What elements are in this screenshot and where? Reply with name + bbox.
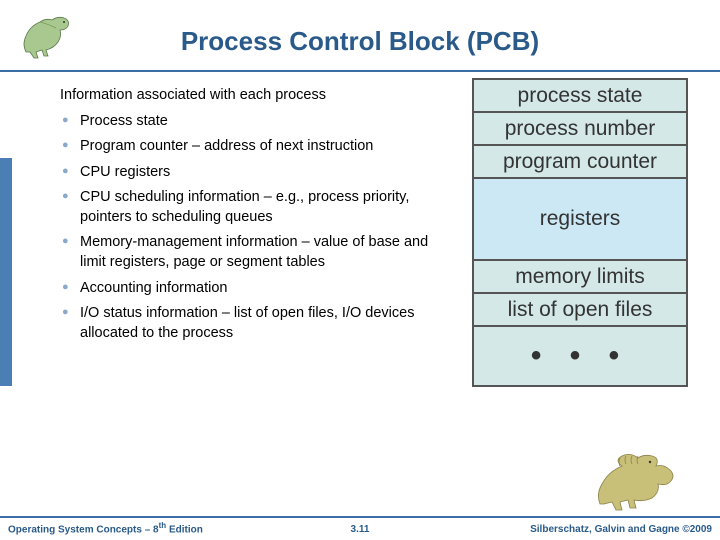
- pcb-cell: registers: [474, 179, 686, 261]
- pcb-cell: memory limits: [474, 261, 686, 294]
- footer: Operating System Concepts – 8th Edition …: [0, 516, 720, 540]
- content-area: Information associated with each process…: [60, 86, 446, 349]
- bullet-item: Accounting information: [60, 279, 446, 299]
- pcb-cell: program counter: [474, 146, 686, 179]
- dinosaur-right-icon: [594, 450, 680, 512]
- bullet-item: CPU registers: [60, 163, 446, 183]
- bullet-item: I/O status information – list of open fi…: [60, 304, 446, 343]
- footer-book-title: Operating System Concepts – 8: [8, 524, 159, 535]
- pcb-cell: list of open files: [474, 294, 686, 327]
- bullet-item: Program counter – address of next instru…: [60, 137, 446, 157]
- slide-title: Process Control Block (PCB): [0, 0, 720, 57]
- bullet-item: Memory-management information – value of…: [60, 233, 446, 272]
- bullet-item: CPU scheduling information – e.g., proce…: [60, 188, 446, 227]
- bullet-item: Process state: [60, 112, 446, 132]
- footer-left: Operating System Concepts – 8th Edition: [8, 521, 203, 535]
- pcb-diagram: process stateprocess numberprogram count…: [472, 78, 688, 387]
- pcb-cell: process number: [474, 113, 686, 146]
- header: Process Control Block (PCB): [0, 0, 720, 72]
- dinosaur-left-icon: [18, 8, 78, 60]
- left-accent-bar: [0, 158, 12, 386]
- pcb-cell: • • •: [474, 327, 686, 385]
- bullet-list: Process state Program counter – address …: [60, 112, 446, 344]
- pcb-cell: process state: [474, 80, 686, 113]
- footer-copyright: Silberschatz, Galvin and Gagne ©2009: [530, 524, 712, 535]
- footer-edition-word: Edition: [166, 524, 203, 535]
- footer-page-number: 3.11: [351, 524, 370, 535]
- intro-text: Information associated with each process: [60, 86, 446, 106]
